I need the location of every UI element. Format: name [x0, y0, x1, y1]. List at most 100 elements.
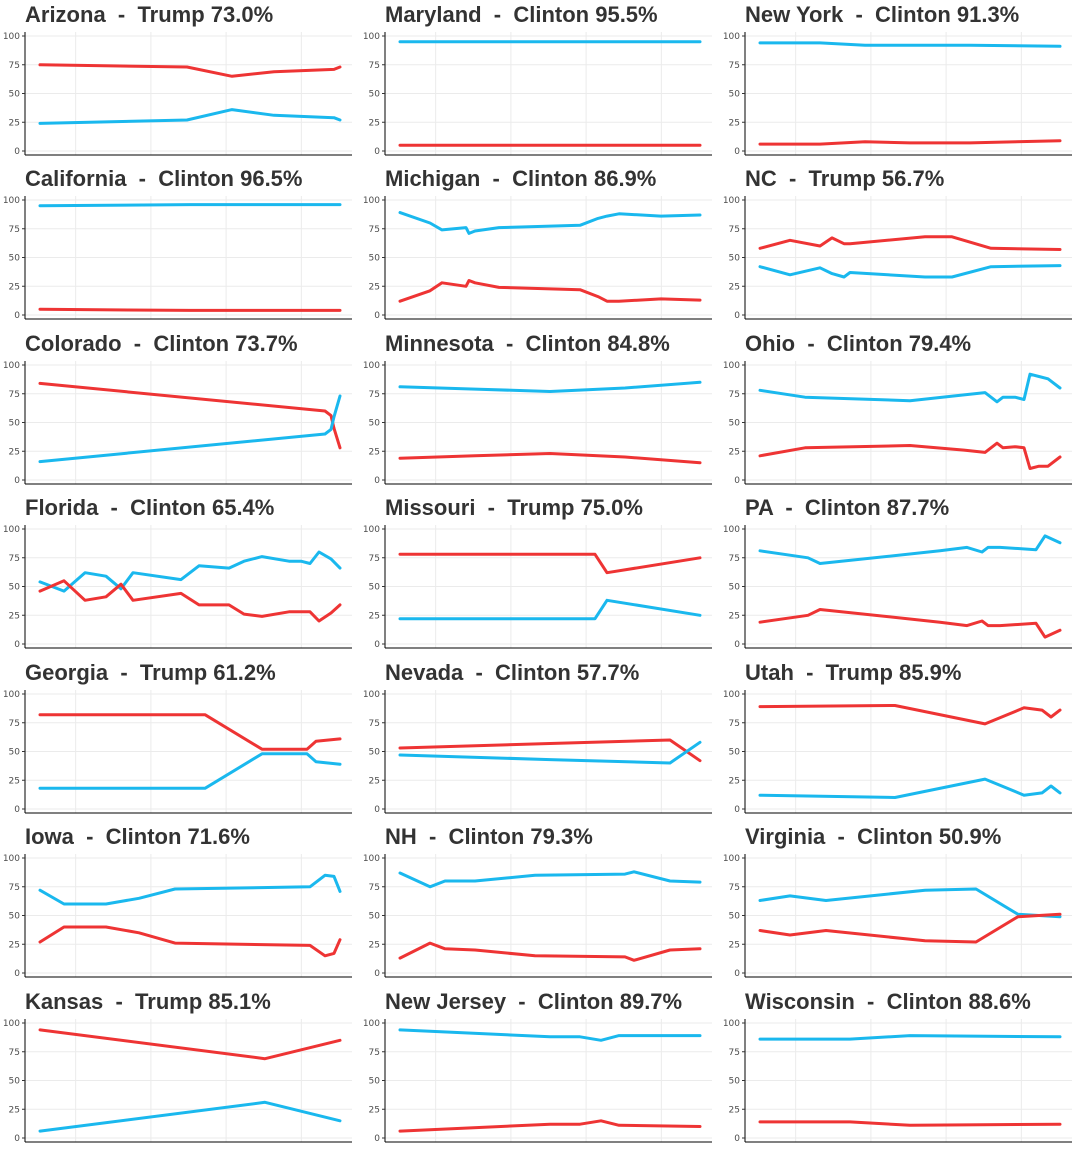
state-chart-panel: PA - Clinton 87.7% 0 25 50 75 100: [720, 493, 1080, 657]
grid-lines: [745, 525, 1072, 648]
clinton-series-line: [38, 873, 342, 906]
trump-series-line: [398, 452, 702, 465]
state-chart-panel: Wisconsin - Clinton 88.6% 0 25 50 75 100: [720, 987, 1080, 1151]
line-chart: 0 25 50 75 100: [723, 690, 1072, 815]
y-tick-label: 75: [369, 883, 380, 893]
y-tick-label: 75: [729, 390, 740, 400]
y-tick-label: 0: [14, 640, 20, 650]
y-tick-label: 75: [369, 225, 380, 235]
y-tick-label: 50: [369, 583, 381, 593]
line-chart: 0 25 50 75 100: [3, 525, 352, 650]
clinton-series-line: [758, 1034, 1062, 1041]
trump-series-line: [758, 608, 1062, 639]
y-tick-label: 100: [363, 361, 380, 371]
state-chart-panel: Virginia - Clinton 50.9% 0 25 50 75 100: [720, 822, 1080, 986]
trump-series-line: [398, 279, 702, 303]
state-chart-panel: Arizona - Trump 73.0% 0 25 50 75 100: [0, 0, 360, 164]
trump-series-line: [38, 713, 342, 751]
y-tick-label: 100: [723, 690, 740, 700]
trump-series-line: [398, 738, 702, 763]
chart-title: Arizona - Trump 73.0%: [25, 2, 274, 27]
grid-lines: [385, 1019, 712, 1142]
chart-title: Michigan - Clinton 86.9%: [385, 166, 657, 191]
clinton-series-line: [38, 108, 342, 125]
y-tick-label: 0: [14, 476, 20, 486]
y-tick-label: 25: [9, 447, 20, 457]
y-tick-label: 100: [363, 196, 380, 206]
grid-lines: [745, 32, 1072, 155]
y-tick-label: 25: [729, 1105, 740, 1115]
state-chart-panel: Florida - Clinton 65.4% 0 25 50 75 100: [0, 493, 360, 657]
y-tick-label: 50: [729, 912, 741, 922]
y-tick-label: 100: [723, 32, 740, 42]
y-tick-label: 0: [734, 805, 740, 815]
grid-lines: [745, 361, 1072, 484]
state-chart-panel: Minnesota - Clinton 84.8% 0 25 50 75 100: [360, 329, 720, 493]
y-tick-label: 0: [734, 640, 740, 650]
y-tick-label: 0: [14, 969, 20, 979]
chart-title: Ohio - Clinton 79.4%: [745, 331, 972, 356]
trump-series-line: [398, 1119, 702, 1133]
chart-title: Iowa - Clinton 71.6%: [25, 824, 250, 849]
line-chart: 0 25 50 75 100: [363, 854, 712, 979]
y-tick-label: 50: [369, 748, 381, 758]
trump-series-line: [38, 63, 342, 78]
y-tick-label: 50: [729, 1077, 741, 1087]
chart-title: Minnesota - Clinton 84.8%: [385, 331, 670, 356]
state-chart-panel: Ohio - Clinton 79.4% 0 25 50 75 100: [720, 329, 1080, 493]
y-tick-label: 75: [729, 225, 740, 235]
trump-series-line: [38, 307, 342, 312]
chart-title: Virginia - Clinton 50.9%: [745, 824, 1002, 849]
y-tick-label: 50: [9, 254, 21, 264]
state-chart-panel: Utah - Trump 85.9% 0 25 50 75 100: [720, 658, 1080, 822]
line-chart: 0 25 50 75 100: [3, 32, 352, 157]
y-tick-label: 25: [369, 118, 380, 128]
y-tick-label: 0: [374, 147, 380, 157]
y-tick-label: 25: [9, 940, 20, 950]
grid-lines: [25, 196, 352, 319]
clinton-series-line: [398, 598, 702, 621]
line-chart: 0 25 50 75 100: [363, 32, 712, 157]
y-tick-label: 100: [363, 1019, 380, 1029]
line-chart: 0 25 50 75 100: [363, 525, 712, 650]
y-tick-label: 50: [369, 1077, 381, 1087]
chart-title: PA - Clinton 87.7%: [745, 495, 950, 520]
state-chart-panel: NH - Clinton 79.3% 0 25 50 75 100: [360, 822, 720, 986]
grid-lines: [385, 525, 712, 648]
y-tick-label: 75: [729, 554, 740, 564]
y-tick-label: 0: [14, 1134, 20, 1144]
state-chart-panel: Nevada - Clinton 57.7% 0 25 50 75 100: [360, 658, 720, 822]
y-tick-label: 25: [369, 282, 380, 292]
y-tick-label: 25: [729, 118, 740, 128]
line-chart: 0 25 50 75 100: [3, 196, 352, 321]
y-tick-label: 50: [9, 1077, 21, 1087]
clinton-series-line: [398, 1028, 702, 1042]
y-tick-label: 100: [363, 32, 380, 42]
y-tick-label: 75: [9, 225, 20, 235]
y-tick-label: 75: [9, 390, 20, 400]
chart-title: New Jersey - Clinton 89.7%: [385, 989, 683, 1014]
grid-lines: [25, 525, 352, 648]
y-tick-label: 50: [9, 583, 21, 593]
trump-series-line: [758, 139, 1062, 146]
trump-series-line: [38, 381, 342, 450]
line-chart: 0 25 50 75 100: [723, 32, 1072, 157]
grid-lines: [745, 196, 1072, 319]
clinton-series-line: [38, 752, 342, 790]
state-chart-panel: New York - Clinton 91.3% 0 25 50 75 100: [720, 0, 1080, 164]
line-chart: 0 25 50 75 100: [723, 525, 1072, 650]
y-tick-label: 0: [734, 476, 740, 486]
chart-title: NC - Trump 56.7%: [745, 166, 945, 191]
y-tick-label: 25: [369, 611, 380, 621]
y-tick-label: 50: [369, 254, 381, 264]
trump-series-line: [758, 441, 1062, 470]
y-tick-label: 25: [729, 776, 740, 786]
y-tick-label: 25: [729, 447, 740, 457]
y-tick-label: 75: [9, 1048, 20, 1058]
y-tick-label: 75: [369, 554, 380, 564]
chart-title: California - Clinton 96.5%: [25, 166, 303, 191]
y-tick-label: 75: [729, 883, 740, 893]
grid-lines: [25, 854, 352, 977]
clinton-series-line: [758, 41, 1062, 48]
y-tick-label: 100: [3, 361, 20, 371]
